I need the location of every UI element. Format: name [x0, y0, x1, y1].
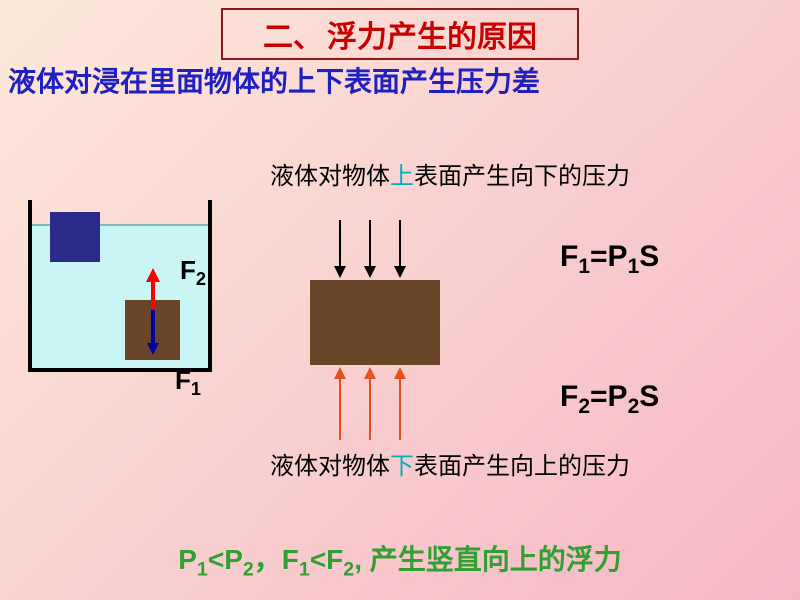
formula-f2: F2=P2S	[560, 380, 659, 419]
slide: 二、 浮力产生的原因 液体对浸在里面物体的上下表面产生压力差 F2 F	[0, 0, 800, 600]
top-arrows	[334, 220, 406, 278]
pressure-box	[310, 280, 440, 365]
top-pressure-text: 液体对物体上表面产生向下的压力	[270, 160, 700, 194]
highlight-bottom: 下	[390, 453, 414, 480]
section-title: 二、 浮力产生的原因	[221, 8, 579, 60]
highlight-top: 上	[390, 163, 414, 190]
subtitle: 液体对浸在里面物体的上下表面产生压力差	[8, 60, 540, 100]
title-prefix: 二、	[263, 12, 323, 56]
f2-label: F2	[180, 255, 206, 290]
f1-label: F1	[175, 365, 201, 400]
conclusion: P1<P2，F1<F2, 产生竖直向上的浮力	[178, 538, 622, 582]
pressure-svg	[300, 220, 500, 480]
container-diagram: F2 F1	[20, 200, 250, 400]
title-main: 浮力产生的原因	[327, 12, 537, 56]
bottom-pressure-text: 液体对物体下表面产生向上的压力	[270, 450, 700, 484]
pressure-diagram	[300, 220, 500, 480]
bottom-arrows	[334, 367, 406, 440]
formula-f1: F1=P1S	[560, 240, 659, 279]
container-svg	[20, 200, 250, 400]
floating-box	[50, 212, 100, 262]
